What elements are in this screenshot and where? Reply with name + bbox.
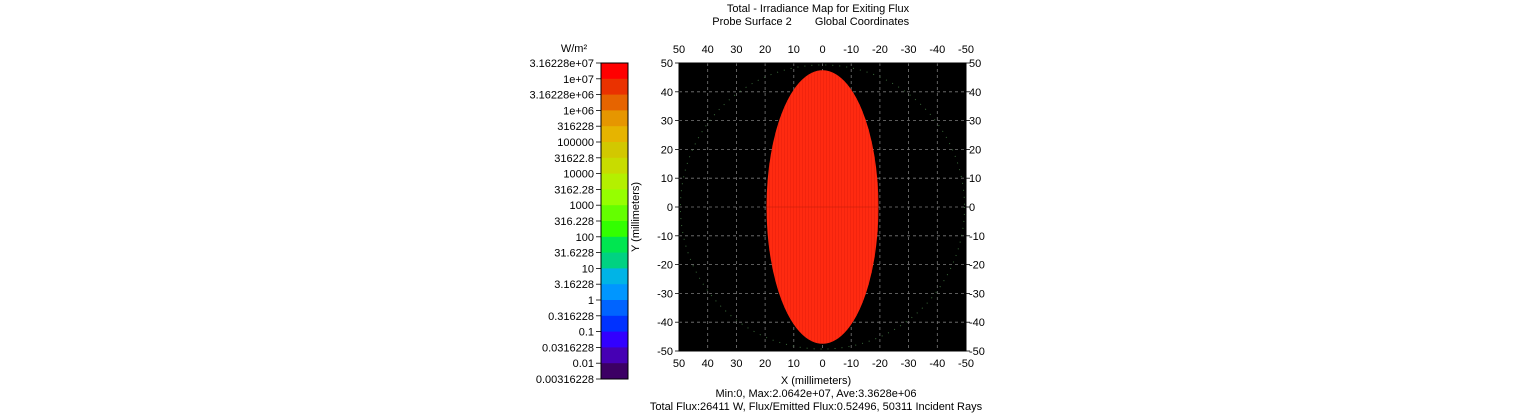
y-tick-label-right: 10 xyxy=(969,173,981,185)
x-tick-label-top: -30 xyxy=(901,44,917,56)
chart-title: Total - Irradiance Map for Exiting Flux xyxy=(727,3,910,15)
x-tick-label-top: 0 xyxy=(819,44,825,56)
colorbar-swatch xyxy=(601,142,628,159)
colorbar-tick-label: 1 xyxy=(588,295,594,307)
colorbar-tick-label: 10 xyxy=(582,263,594,275)
y-tick-label-right: 50 xyxy=(969,58,981,70)
x-axis-label: X (millimeters) xyxy=(781,375,851,387)
colorbar-tick-label: 100 xyxy=(576,232,594,244)
y-tick-label-left: 40 xyxy=(661,87,673,99)
x-tick-label-top: -50 xyxy=(958,44,974,56)
colorbar-swatch xyxy=(601,205,628,222)
y-tick-label-right: -40 xyxy=(969,317,985,329)
y-tick-label-right: -20 xyxy=(969,260,985,272)
y-tick-label-left: 10 xyxy=(661,173,673,185)
x-tick-label-bottom: 40 xyxy=(702,358,714,370)
colorbar-swatch xyxy=(601,126,628,143)
x-tick-label-bottom: 0 xyxy=(819,358,825,370)
colorbar-tick-label: 1000 xyxy=(570,200,594,212)
y-tick-label-left: 0 xyxy=(667,202,673,214)
y-tick-label-right: 0 xyxy=(969,202,975,214)
x-tick-label-bottom: 20 xyxy=(759,358,771,370)
y-axis-label: Y (millimeters) xyxy=(630,182,642,252)
x-tick-label-bottom: 50 xyxy=(673,358,685,370)
colorbar-swatch xyxy=(601,173,628,190)
colorbar-swatch xyxy=(601,110,628,127)
probe-boundary xyxy=(679,64,966,350)
footer-flux: Total Flux:26411 W, Flux/Emitted Flux:0.… xyxy=(650,401,983,413)
colorbar-swatch xyxy=(601,94,628,111)
y-tick-label-left: -50 xyxy=(657,346,673,358)
footer-stats: Min:0, Max:2.0642e+07, Ave:3.3628e+06 xyxy=(715,388,916,400)
colorbar-tick-label: 1e+06 xyxy=(563,105,594,117)
axis-ticks: 5050404030302020101000-10-10-20-20-30-30… xyxy=(657,44,985,370)
x-tick-label-top: 20 xyxy=(759,44,771,56)
colorbar: 3.16228e+071e+073.16228e+061e+0631622810… xyxy=(529,58,629,386)
colorbar-tick-label: 3162.28 xyxy=(554,184,594,196)
y-tick-label-left: 30 xyxy=(661,116,673,128)
colorbar-tick-label: 3.16228e+07 xyxy=(529,58,594,70)
colorbar-tick-label: 0.01 xyxy=(573,358,594,370)
colorbar-tick-label: 316228 xyxy=(557,121,594,133)
colorbar-swatch xyxy=(601,300,628,317)
chart-subtitle-probe: Probe Surface 2 xyxy=(712,16,792,28)
y-tick-label-left: -40 xyxy=(657,317,673,329)
colorbar-tick-label: 0.316228 xyxy=(548,311,594,323)
y-tick-label-right: 40 xyxy=(969,87,981,99)
colorbar-swatch xyxy=(601,221,628,238)
colorbar-swatch xyxy=(601,331,628,348)
colorbar-swatch xyxy=(601,268,628,285)
colorbar-tick-label: 100000 xyxy=(557,137,594,149)
colorbar-tick-label: 31.6228 xyxy=(554,248,594,260)
y-tick-label-right: 20 xyxy=(969,144,981,156)
colorbar-swatch xyxy=(601,252,628,269)
y-tick-label-left: -10 xyxy=(657,231,673,243)
y-tick-label-left: 20 xyxy=(661,144,673,156)
x-tick-label-top: -20 xyxy=(872,44,888,56)
colorbar-swatch xyxy=(601,315,628,333)
y-tick-label-left: 50 xyxy=(661,58,673,70)
x-tick-label-top: 10 xyxy=(788,44,800,56)
colorbar-swatch xyxy=(601,157,628,175)
y-tick-label-right: 30 xyxy=(969,116,981,128)
colorbar-tick-label: 316.228 xyxy=(554,216,594,228)
chart-subtitle-coordinates: Global Coordinates xyxy=(815,16,910,28)
colorbar-tick-label: 3.16228 xyxy=(554,279,594,291)
x-tick-label-bottom: 10 xyxy=(788,358,800,370)
colorbar-swatch xyxy=(601,363,628,380)
colorbar-tick-label: 31622.8 xyxy=(554,153,594,165)
colorbar-swatch xyxy=(601,284,628,301)
colorbar-tick-label: 0.1 xyxy=(579,327,594,339)
colorbar-tick-label: 10000 xyxy=(563,169,594,181)
x-tick-label-bottom: 30 xyxy=(730,358,742,370)
colorbar-swatch xyxy=(601,78,628,96)
x-tick-label-top: -10 xyxy=(843,44,859,56)
x-tick-label-bottom: -20 xyxy=(872,358,888,370)
y-tick-label-right: -30 xyxy=(969,288,985,300)
colorbar-tick-label: 1e+07 xyxy=(563,74,594,86)
plot-area xyxy=(678,62,967,352)
colorbar-tick-label: 3.16228e+06 xyxy=(529,90,594,102)
y-tick-label-left: -20 xyxy=(657,260,673,272)
x-tick-label-top: -40 xyxy=(929,44,945,56)
x-tick-label-bottom: -10 xyxy=(843,358,859,370)
colorbar-swatch xyxy=(601,236,628,254)
colorbar-unit-label: W/m² xyxy=(561,43,588,55)
x-tick-label-bottom: -30 xyxy=(901,358,917,370)
x-tick-label-top: 40 xyxy=(702,44,714,56)
y-tick-label-right: -10 xyxy=(969,231,985,243)
spot-texture xyxy=(766,70,879,344)
colorbar-swatch xyxy=(601,63,628,80)
colorbar-tick-label: 0.00316228 xyxy=(536,374,594,386)
y-tick-label-right: -50 xyxy=(969,346,985,358)
colorbar-swatch xyxy=(601,347,628,364)
x-tick-label-bottom: -50 xyxy=(958,358,974,370)
x-tick-label-top: 30 xyxy=(730,44,742,56)
colorbar-swatch xyxy=(601,189,628,206)
x-tick-label-top: 50 xyxy=(673,44,685,56)
y-tick-label-left: -30 xyxy=(657,288,673,300)
x-tick-label-bottom: -40 xyxy=(929,358,945,370)
colorbar-tick-label: 0.0316228 xyxy=(542,342,594,354)
